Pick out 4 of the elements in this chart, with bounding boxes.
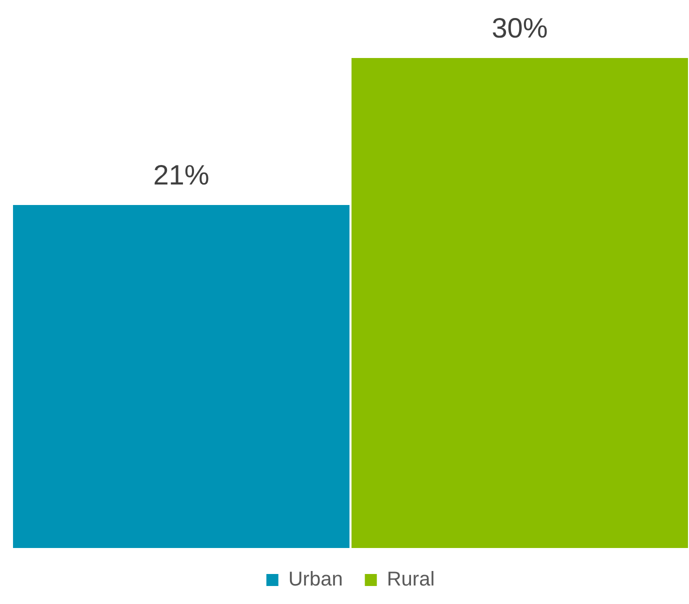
data-label: 21% <box>153 160 210 191</box>
legend-label: Rural <box>386 568 435 591</box>
legend-label: Urban <box>288 568 343 591</box>
data-label: 30% <box>492 12 548 44</box>
